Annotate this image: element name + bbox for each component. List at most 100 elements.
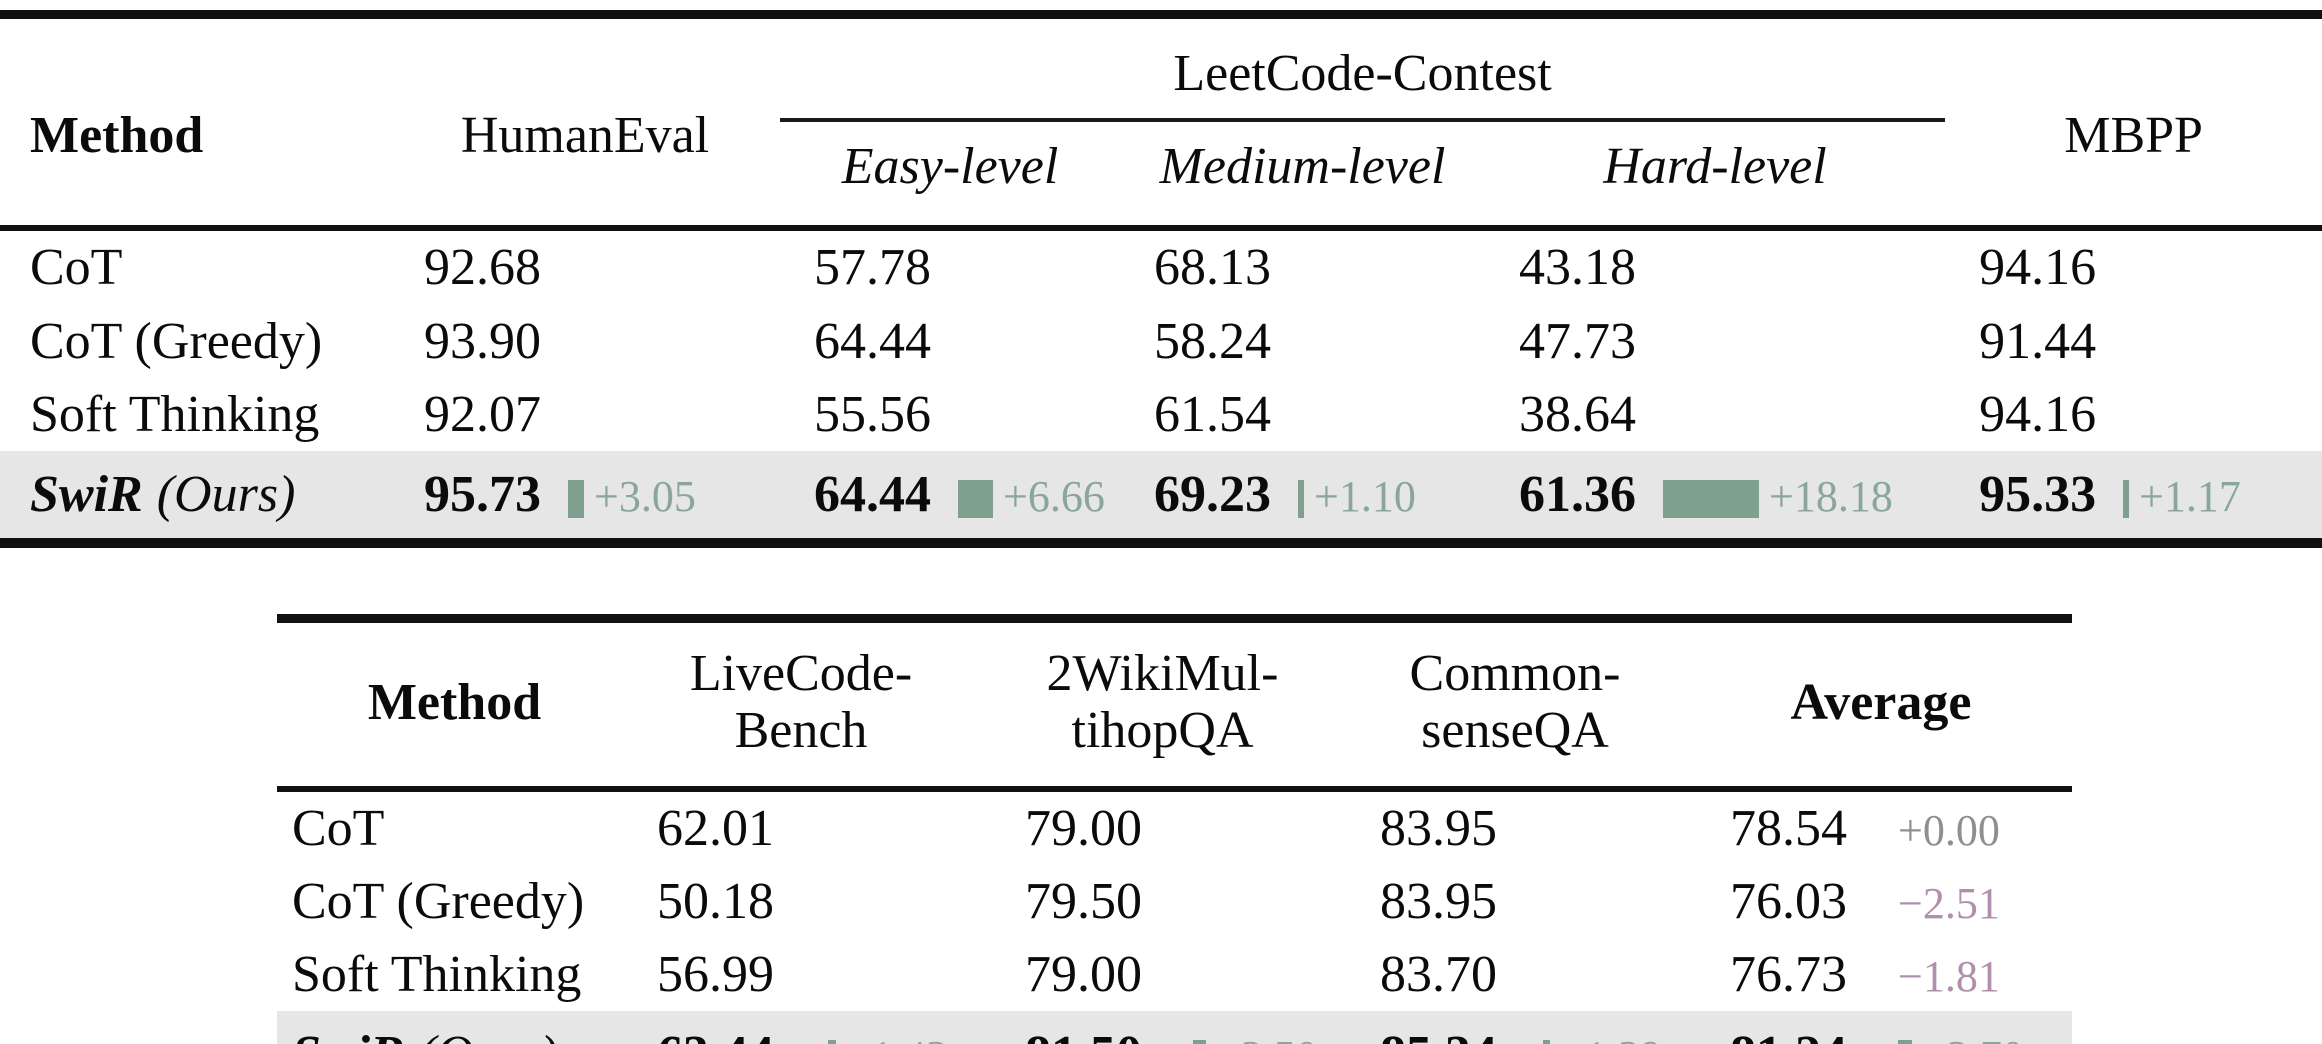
delta-cell: +1.43 [800, 1011, 985, 1044]
score-easy: 64.44 [814, 312, 931, 370]
score-medium: 58.24 [1154, 312, 1271, 370]
method-name-swir: SwiR [30, 465, 143, 523]
column-header-average: Average [1790, 673, 1972, 731]
table2-header: Method LiveCode- Bench 2WikiMul- tihopQA… [277, 619, 2072, 789]
delta-cell: +2.70 [1870, 1011, 2072, 1044]
score-mbpp: 94.16 [1979, 385, 2097, 443]
table-row-cot-greedy: CoT (Greedy) 50.18 79.50 83.95 76.03 −2.… [277, 865, 2072, 938]
column-subheader-medium-level: Medium-level [1159, 138, 1446, 196]
column-subheader-hard-level: Hard-level [1603, 138, 1827, 196]
method-name-swir: SwiR [292, 1026, 405, 1044]
table-row-soft-thinking: Soft Thinking 56.99 79.00 83.70 76.73 −1… [277, 938, 2072, 1011]
score-medium: 61.54 [1154, 385, 1271, 443]
delta-cell: −1.81 [1870, 938, 2072, 1011]
gain-value: +1.39 [1560, 1032, 1662, 1044]
delta-cell [1270, 305, 1485, 378]
score-commonsenseqa: 83.70 [1380, 945, 1497, 1003]
method-label: SwiR (Ours) [277, 1011, 617, 1044]
gain-bar [1663, 480, 1759, 518]
header-line: senseQA [1421, 702, 1609, 760]
score-humaneval: 92.68 [424, 239, 541, 297]
delta-cell [2095, 228, 2322, 304]
score-livecodebench: 50.18 [657, 872, 774, 930]
delta-cell [1515, 865, 1690, 938]
delta-cell [930, 378, 1120, 451]
delta-cell [540, 378, 780, 451]
delta-cell [1635, 228, 1945, 304]
average-delta-value: −2.51 [1898, 878, 2000, 928]
delta-cell [2095, 378, 2322, 451]
gain-value: +2.50 [1216, 1032, 1318, 1044]
gain-bar [828, 1040, 836, 1044]
delta-cell [2095, 305, 2322, 378]
header-line: Bench [734, 702, 868, 760]
delta-cell: +3.05 [540, 450, 780, 544]
score-mbpp: 94.16 [1979, 239, 2097, 297]
method-label: Soft Thinking [30, 385, 320, 443]
delta-cell [1165, 789, 1340, 865]
header-line: 2WikiMul- [1046, 645, 1279, 703]
header-line: LiveCode- [689, 645, 913, 703]
gain-value: +1.17 [2139, 471, 2241, 521]
delta-cell: +0.00 [1870, 789, 2072, 865]
score-easy: 64.44 [780, 450, 931, 544]
score-hard: 38.64 [1519, 385, 1636, 443]
column-subheader-easy-level: Easy-level [841, 138, 1059, 196]
delta-cell: +2.50 [1165, 1011, 1340, 1044]
score-easy: 55.56 [814, 385, 931, 443]
score-2wikimultihopqa: 79.00 [1025, 945, 1142, 1003]
score-2wikimultihopqa: 79.00 [1025, 799, 1142, 857]
method-label: CoT (Greedy) [30, 312, 323, 370]
score-humaneval: 93.90 [424, 312, 541, 370]
score-2wikimultihopqa: 81.50 [985, 1011, 1165, 1044]
score-commonsenseqa: 83.95 [1380, 799, 1497, 857]
method-label: CoT (Greedy) [292, 872, 585, 930]
column-header-2wikimultihopqa: 2WikiMul- tihopQA [985, 619, 1340, 789]
score-medium: 68.13 [1154, 239, 1271, 297]
column-header-commonsenseqa: Common- senseQA [1340, 619, 1690, 789]
gain-bar [1898, 1040, 1912, 1044]
gain-bar [568, 480, 584, 518]
score-easy: 57.78 [814, 239, 931, 297]
delta-cell: −2.51 [1870, 865, 2072, 938]
score-mbpp: 91.44 [1979, 312, 2097, 370]
table-reasoning-benchmarks: Method LiveCode- Bench 2WikiMul- tihopQA… [277, 614, 2072, 1044]
delta-cell [930, 228, 1120, 304]
score-2wikimultihopqa: 79.50 [1025, 872, 1142, 930]
delta-cell [1635, 305, 1945, 378]
delta-cell: +6.66 [930, 450, 1120, 544]
table-row-swir-ours: SwiR (Ours) 95.73 +3.05 64.44 +6.66 69.23… [0, 450, 2322, 544]
gain-bar [1298, 480, 1304, 518]
delta-cell: +1.39 [1515, 1011, 1690, 1044]
delta-cell: +1.17 [2095, 450, 2322, 544]
average-delta-value: +0.00 [1898, 805, 2000, 855]
table-row-cot: CoT 62.01 79.00 83.95 78.54 +0.00 [277, 789, 2072, 865]
score-medium: 69.23 [1120, 450, 1271, 544]
delta-cell [1635, 378, 1945, 451]
method-label: SwiR(Ours) [0, 450, 390, 544]
column-header-method: Method [30, 106, 204, 164]
column-group-header-leetcode-contest: LeetCode-Contest [780, 14, 1946, 123]
delta-cell [1515, 938, 1690, 1011]
gain-value: +3.05 [594, 471, 696, 521]
method-label: Soft Thinking [292, 945, 582, 1003]
score-hard: 47.73 [1519, 312, 1636, 370]
column-header-humaneval: HumanEval [460, 106, 710, 164]
gain-value: +1.43 [846, 1032, 948, 1044]
score-average: 81.24 [1690, 1011, 1870, 1044]
score-average: 78.54 [1730, 799, 1847, 857]
delta-cell [1165, 865, 1340, 938]
gain-bar [1543, 1040, 1550, 1044]
gain-value: +2.70 [1922, 1032, 2024, 1044]
method-suffix-ours: (Ours) [419, 1026, 558, 1044]
method-label: CoT [30, 239, 123, 297]
score-commonsenseqa: 85.34 [1340, 1011, 1515, 1044]
table-row-swir-ours: SwiR (Ours) 63.44 +1.43 81.50 +2.50 85.34… [277, 1011, 2072, 1044]
delta-cell [1270, 378, 1485, 451]
table-row-cot: CoT 92.68 57.78 68.13 43.18 94.16 [0, 228, 2322, 304]
column-header-mbpp: MBPP [2064, 106, 2203, 164]
gain-bar [2123, 480, 2130, 518]
delta-cell [1270, 228, 1485, 304]
score-mbpp: 95.33 [1945, 450, 2096, 544]
delta-cell [800, 789, 985, 865]
